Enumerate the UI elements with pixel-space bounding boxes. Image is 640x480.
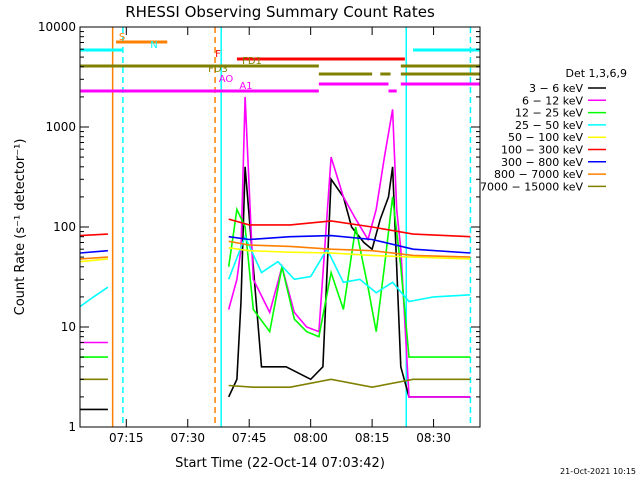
legend-label: 7000 − 15000 keV	[480, 180, 583, 193]
y-tick-label: 10	[61, 320, 76, 334]
flag-label-fd3: FD3	[208, 64, 228, 75]
x-tick-label: 08:30	[416, 431, 451, 445]
y-tick-label: 10000	[38, 20, 76, 34]
series-line-3	[227, 234, 471, 303]
flag-label-fd1: FD1	[242, 56, 262, 67]
series-line-7	[228, 240, 471, 258]
flag-label-f: F	[215, 49, 221, 60]
legend-label: 25 − 50 keV	[515, 119, 583, 132]
legend-label: 300 − 800 keV	[501, 156, 583, 169]
flag-label-a1: A1	[239, 81, 252, 92]
legend-label: 50 − 100 keV	[508, 131, 583, 144]
x-tick-label: 07:15	[109, 431, 144, 445]
series-line-0	[227, 166, 471, 398]
chart-title: RHESSI Observing Summary Count Rates	[125, 3, 435, 21]
flag-label-ao: AO	[219, 74, 234, 85]
series-line-4	[79, 258, 108, 263]
detectors-label: Det 1,3,6,9	[565, 67, 627, 80]
y-axis-label: Count Rate (s⁻¹ detector⁻¹)	[13, 139, 28, 316]
series-line-3	[79, 286, 109, 308]
series-line-4	[228, 247, 471, 260]
x-tick-label: 07:30	[170, 431, 205, 445]
axes: 07:15 07:30 07:45 08:00 08:15 08:30 1 10 100 1000…	[38, 20, 480, 445]
footer-timestamp: 21-Oct-2021 10:15	[560, 467, 636, 476]
flag-label-s: S	[119, 32, 125, 43]
series-line-7	[79, 256, 108, 260]
series-line-6	[79, 249, 108, 254]
legend-label: 3 − 6 keV	[529, 82, 583, 95]
x-tick-label: 08:15	[355, 431, 390, 445]
legend-label: 12 − 25 keV	[515, 107, 583, 120]
legend-label: 100 − 300 keV	[501, 144, 583, 157]
y-tick-label: 1000	[45, 120, 76, 134]
flag-label-n: N	[150, 40, 157, 51]
series-line-6	[228, 234, 471, 254]
series-line-1	[227, 96, 471, 398]
x-tick-label: 08:00	[293, 431, 328, 445]
x-axis-label: Start Time (22-Oct-14 07:03:42)	[175, 456, 385, 471]
x-tick-label: 07:45	[232, 431, 267, 445]
series-line-5	[228, 218, 471, 238]
legend-label: 6 − 12 keV	[522, 94, 583, 107]
series-line-5	[79, 233, 108, 237]
legend-label: 800 − 7000 keV	[494, 168, 583, 181]
y-tick-label: 100	[53, 220, 76, 234]
series-line-8	[228, 378, 471, 389]
series-line-2	[227, 196, 471, 358]
series-lines	[79, 96, 471, 411]
y-tick-label: 1	[68, 420, 76, 434]
